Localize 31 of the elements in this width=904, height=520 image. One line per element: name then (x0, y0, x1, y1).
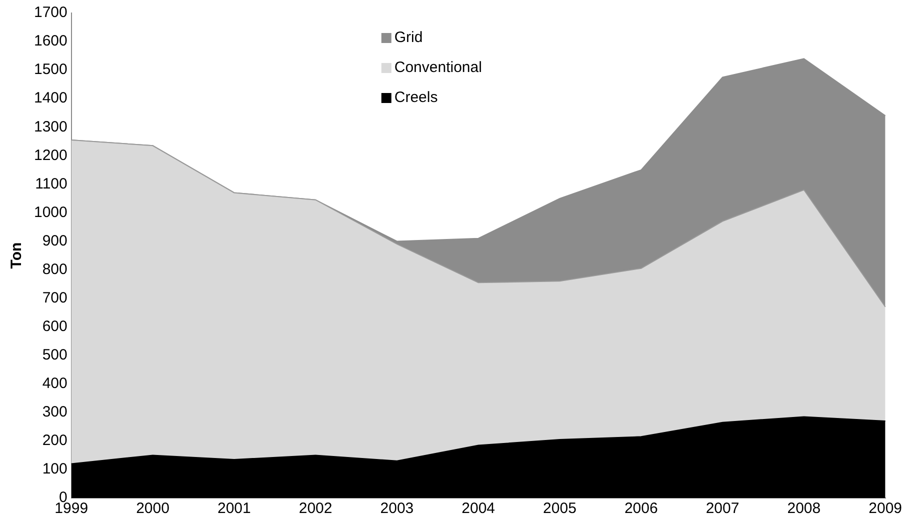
y-tick-label: 1500 (34, 61, 68, 78)
x-tick-label: 2009 (868, 500, 902, 518)
y-tick-label: 1000 (34, 204, 68, 221)
y-tick-label: 800 (42, 260, 68, 278)
y-tick-label: 1700 (34, 4, 68, 22)
x-tick-label: 2008 (787, 500, 821, 518)
y-tick-label: 300 (42, 404, 68, 421)
y-tick-label: 900 (42, 232, 68, 250)
x-tick-label: 2000 (136, 500, 170, 518)
y-tick-label: 700 (42, 289, 68, 306)
legend-label: Creels (394, 89, 438, 106)
y-tick-label: 200 (42, 432, 68, 450)
x-tick-label: 2007 (706, 500, 740, 518)
y-tick-label: 1600 (34, 32, 68, 50)
y-axis-title: Ton (8, 242, 26, 269)
y-tick-label: 1400 (34, 90, 68, 107)
legend-label: Grid (394, 29, 423, 46)
x-tick-label: 2003 (380, 500, 414, 518)
y-tick-label: 500 (42, 346, 68, 364)
legend-label: Conventional (394, 59, 482, 76)
y-tick-label: 100 (42, 460, 68, 478)
y-tick-label: 1300 (34, 118, 68, 136)
y-tick-label: 600 (42, 318, 68, 335)
y-tick-label: 400 (42, 375, 68, 392)
x-tick-label: 2005 (543, 500, 576, 518)
x-tick-label: 2006 (624, 500, 658, 518)
x-tick-label: 2002 (298, 500, 332, 518)
y-tick-label: 1200 (34, 146, 68, 164)
x-tick-label: 2001 (217, 500, 251, 518)
x-tick-label: 2004 (462, 500, 496, 518)
y-tick-label: 1100 (35, 175, 68, 192)
